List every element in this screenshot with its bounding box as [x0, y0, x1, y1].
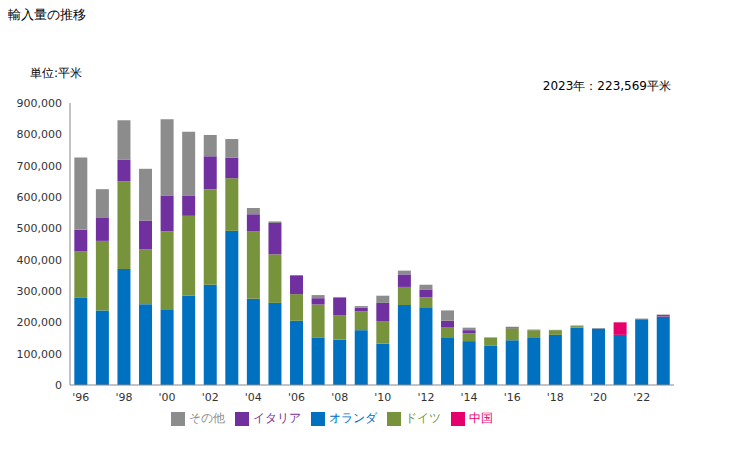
svg-text:0: 0 — [55, 379, 62, 392]
svg-text:800,000: 800,000 — [17, 128, 63, 141]
html-text:ドイツ: ドイツ — [405, 411, 441, 425]
svg-text:200,000: 200,000 — [17, 316, 63, 329]
svg-text:'96: '96 — [72, 391, 89, 404]
svg-text:700,000: 700,000 — [17, 160, 63, 173]
svg-text:'02: '02 — [202, 391, 219, 404]
svg-text:'06: '06 — [288, 391, 305, 404]
svg-text:'98: '98 — [115, 391, 132, 404]
svg-text:'04: '04 — [245, 391, 262, 404]
svg-text:'12: '12 — [417, 391, 434, 404]
svg-text:'18: '18 — [547, 391, 564, 404]
html-text:輸入量の推移: 輸入量の推移 — [8, 7, 86, 22]
svg-text:'14: '14 — [461, 391, 478, 404]
svg-text:300,000: 300,000 — [17, 285, 63, 298]
svg-text:'22: '22 — [633, 391, 650, 404]
svg-text:100,000: 100,000 — [17, 348, 63, 361]
html-text:2023年：223,569平米: 2023年：223,569平米 — [542, 79, 671, 93]
svg-text:500,000: 500,000 — [17, 222, 63, 235]
html-text:単位:平米: 単位:平米 — [30, 66, 82, 80]
svg-text:'10: '10 — [374, 391, 391, 404]
html-text:その他: その他 — [189, 411, 225, 425]
html-text:イタリア: イタリア — [253, 411, 301, 425]
html-text:オランダ: オランダ — [329, 411, 377, 425]
svg-text:'16: '16 — [504, 391, 521, 404]
svg-text:'08: '08 — [331, 391, 348, 404]
svg-text:900,000: 900,000 — [17, 97, 63, 110]
svg-text:'20: '20 — [590, 391, 607, 404]
svg-text:600,000: 600,000 — [17, 191, 63, 204]
svg-text:400,000: 400,000 — [17, 254, 63, 267]
html-text:中国: 中国 — [469, 411, 493, 425]
svg-text:'00: '00 — [159, 391, 176, 404]
